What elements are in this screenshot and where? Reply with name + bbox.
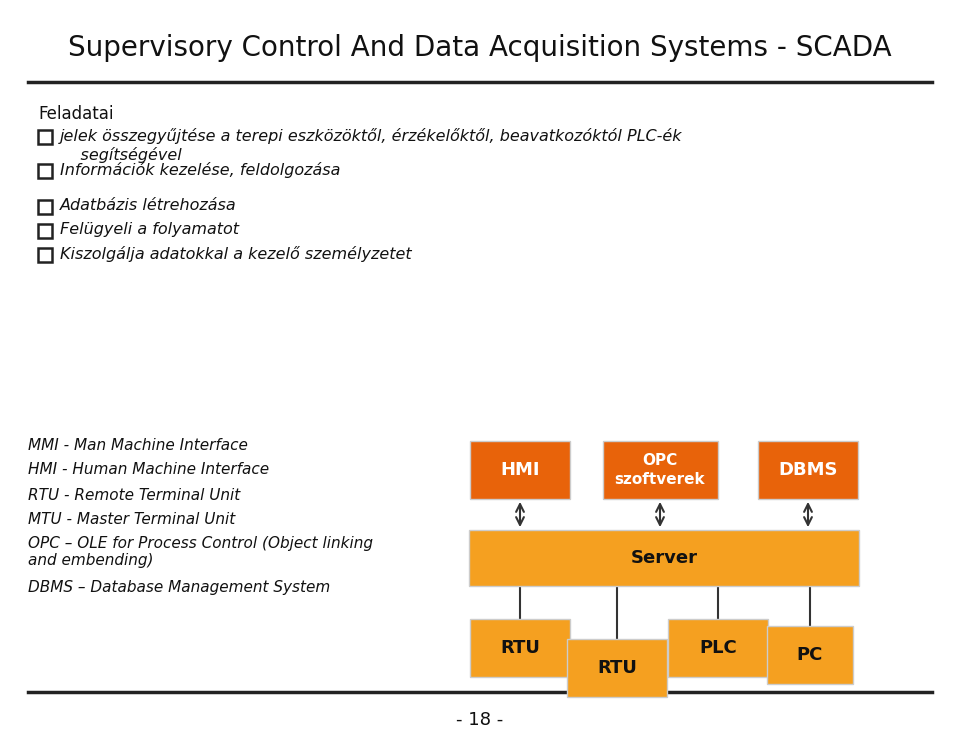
Bar: [38, 164, 52, 178]
Text: RTU - Remote Terminal Unit: RTU - Remote Terminal Unit: [28, 488, 240, 503]
Text: HMI - Human Machine Interface: HMI - Human Machine Interface: [28, 462, 269, 477]
Text: Server: Server: [631, 549, 698, 567]
Text: OPC – OLE for Process Control (Object linking
and embending): OPC – OLE for Process Control (Object li…: [28, 536, 373, 569]
Text: Feladatai: Feladatai: [38, 105, 113, 123]
Bar: [38, 130, 52, 144]
Text: PC: PC: [797, 646, 823, 664]
Text: Felügyeli a folyamatot: Felügyeli a folyamatot: [60, 222, 239, 237]
Text: Információk kezelése, feldolgozása: Információk kezelése, feldolgozása: [60, 162, 341, 178]
Bar: [767, 626, 853, 684]
Bar: [38, 200, 52, 214]
Text: MMI - Man Machine Interface: MMI - Man Machine Interface: [28, 438, 248, 453]
Text: - 18 -: - 18 -: [456, 711, 504, 729]
Text: Adatbázis létrehozása: Adatbázis létrehozása: [60, 198, 236, 213]
Text: PLC: PLC: [699, 639, 737, 657]
Text: MTU - Master Terminal Unit: MTU - Master Terminal Unit: [28, 512, 235, 527]
Text: RTU: RTU: [500, 639, 540, 657]
Bar: [470, 619, 570, 677]
Bar: [603, 441, 717, 499]
Bar: [38, 248, 52, 262]
Text: jelek összegyűjtése a terepi eszközöktől, érzékelőktől, beavatkozóktól PLC-ék
  : jelek összegyűjtése a terepi eszközöktől…: [60, 128, 683, 163]
Bar: [758, 441, 858, 499]
Text: RTU: RTU: [597, 659, 636, 677]
Text: DBMS: DBMS: [779, 461, 838, 479]
Text: Supervisory Control And Data Acquisition Systems - SCADA: Supervisory Control And Data Acquisition…: [68, 34, 892, 62]
Bar: [469, 530, 859, 586]
Bar: [470, 441, 570, 499]
Text: OPC
szoftverek: OPC szoftverek: [614, 453, 706, 487]
Text: Kiszolgálja adatokkal a kezelő személyzetet: Kiszolgálja adatokkal a kezelő személyze…: [60, 246, 412, 262]
Bar: [567, 639, 667, 697]
Bar: [38, 224, 52, 238]
Text: DBMS – Database Management System: DBMS – Database Management System: [28, 580, 330, 595]
Bar: [668, 619, 768, 677]
Text: HMI: HMI: [500, 461, 540, 479]
